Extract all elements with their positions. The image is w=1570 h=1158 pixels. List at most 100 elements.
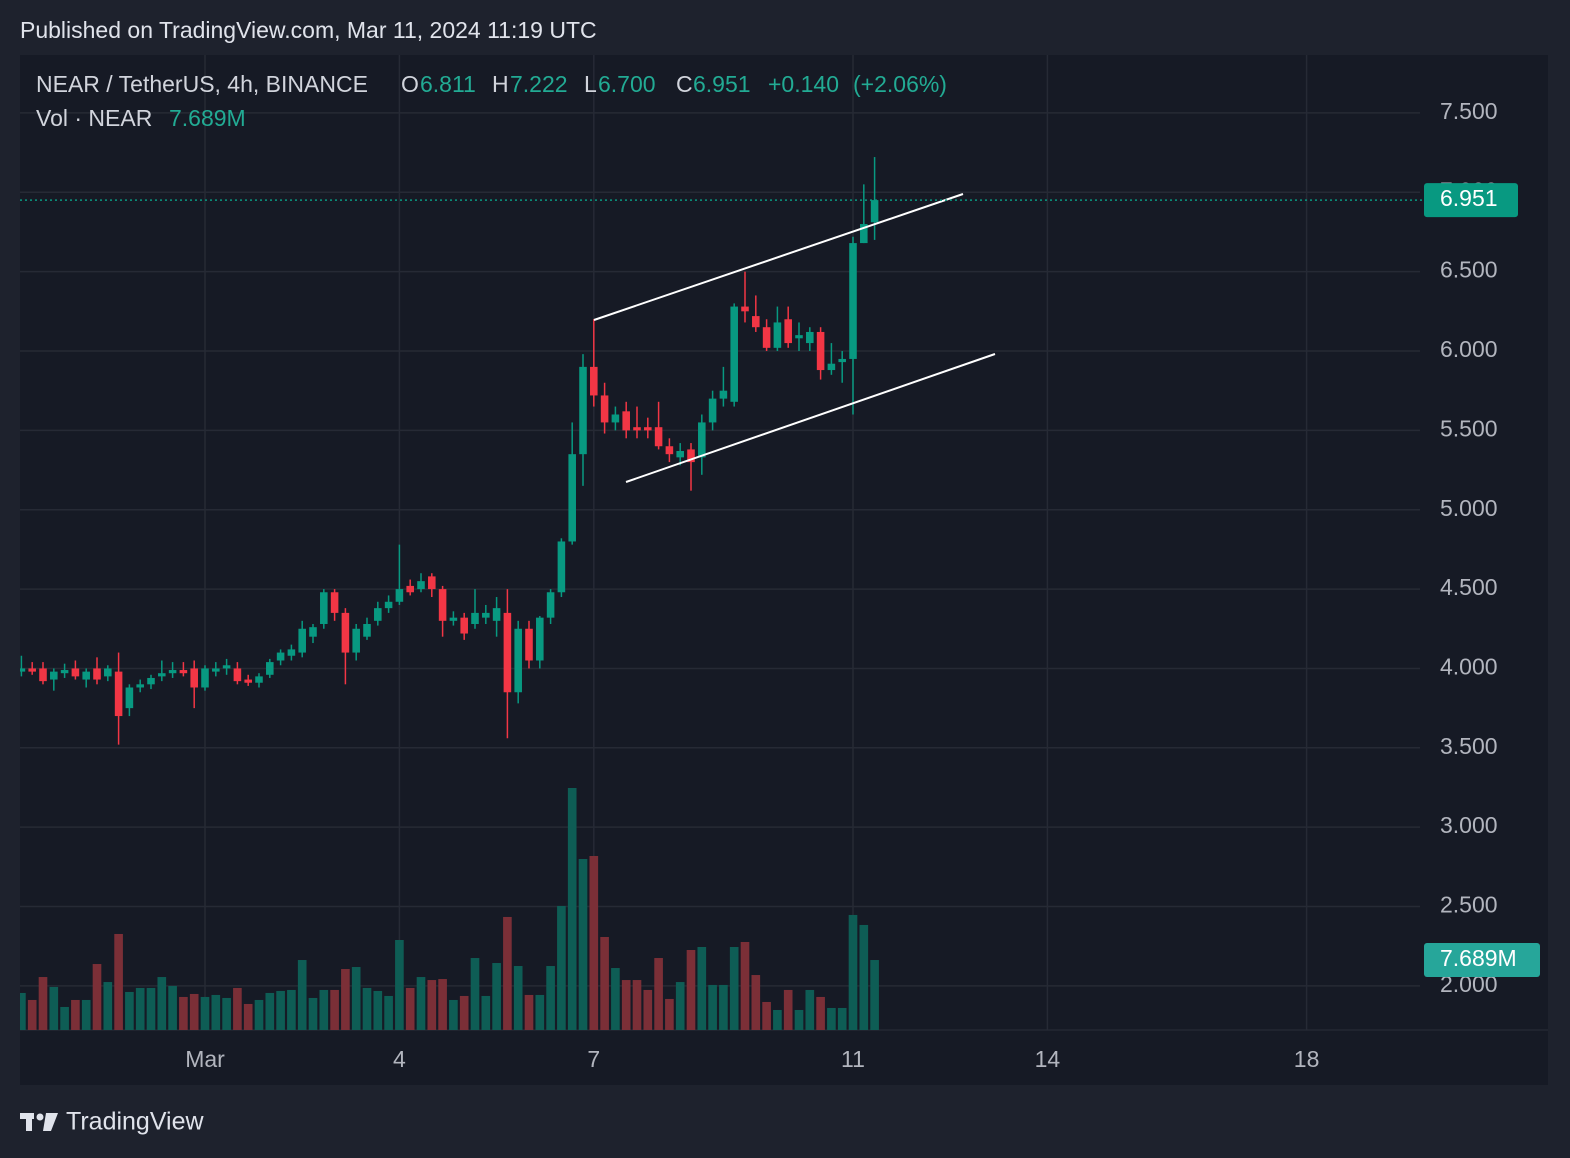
candle-body xyxy=(179,670,188,674)
channel-bottom-line xyxy=(625,353,996,483)
volume-bar xyxy=(827,1007,836,1030)
last-price-label: 6.951 xyxy=(1440,185,1498,211)
volume-bar xyxy=(373,990,383,1030)
candle-body xyxy=(341,612,350,653)
volume-bar xyxy=(114,933,123,1030)
x-tick-label: 11 xyxy=(841,1046,865,1072)
y-tick-label: 4.000 xyxy=(1440,654,1498,680)
candle-body xyxy=(39,668,47,682)
x-tick-label: 4 xyxy=(393,1046,406,1072)
volume-bar xyxy=(665,998,674,1030)
candle-body xyxy=(665,446,674,455)
volume-bar xyxy=(27,999,37,1030)
candle-body xyxy=(687,449,695,463)
volume-bar xyxy=(719,984,728,1030)
candle-body xyxy=(806,331,814,344)
candle-body xyxy=(352,628,360,653)
volume-bar xyxy=(589,855,599,1030)
candle-body xyxy=(503,612,512,693)
candle-body xyxy=(827,363,836,371)
candle-body xyxy=(795,335,803,339)
volume-bar xyxy=(535,994,545,1030)
candle-body xyxy=(417,581,425,590)
volume-bar xyxy=(319,989,329,1030)
candle-body xyxy=(104,668,112,677)
volume-bar xyxy=(600,936,609,1030)
candle-body xyxy=(406,585,414,593)
ohlc-value: 6.700 xyxy=(598,71,656,97)
volume-title: Vol · NEAR xyxy=(36,105,152,131)
candle-body xyxy=(428,576,436,590)
candle-body xyxy=(784,319,792,344)
candle-body xyxy=(20,668,26,672)
candle-body xyxy=(212,668,220,672)
volume-bar xyxy=(632,980,642,1030)
volume-bar xyxy=(675,982,685,1030)
candle-body xyxy=(244,679,252,683)
y-tick-label: 4.500 xyxy=(1440,574,1498,600)
volume-bar xyxy=(848,914,858,1030)
volume-bar xyxy=(71,999,80,1030)
last-volume-label: 7.689M xyxy=(1440,945,1517,971)
candle-body xyxy=(298,628,306,653)
volume-bar xyxy=(351,967,361,1030)
candle-body xyxy=(449,617,458,621)
volume-bar xyxy=(200,996,210,1030)
candle-body xyxy=(816,331,825,371)
candle-body xyxy=(600,395,609,423)
volume-bar xyxy=(837,1007,847,1030)
candle-body xyxy=(546,592,555,618)
volume-bar xyxy=(49,986,59,1030)
volume-bar xyxy=(157,977,167,1030)
volume-bar xyxy=(686,950,696,1030)
candle-body xyxy=(71,668,80,677)
volume-bar xyxy=(341,969,350,1030)
candle-body xyxy=(676,450,684,458)
candle-body xyxy=(50,671,58,680)
candle-body xyxy=(276,652,285,661)
candle-body xyxy=(482,612,490,618)
candle-body xyxy=(374,608,382,621)
volume-bar xyxy=(870,960,879,1030)
volume-bar xyxy=(621,980,631,1030)
change: +0.140 xyxy=(768,71,839,97)
candle-body xyxy=(287,649,296,656)
volume-bar xyxy=(254,999,264,1030)
x-tick-label: 18 xyxy=(1294,1046,1320,1072)
candle-body xyxy=(536,617,544,661)
candle-body xyxy=(158,673,166,677)
candle-body xyxy=(492,608,501,621)
volume-bar xyxy=(557,905,566,1030)
symbol-title: NEAR / TetherUS, 4h, BINANCE xyxy=(36,71,368,97)
candle-body xyxy=(514,628,522,693)
volume-bar xyxy=(643,989,653,1030)
candle-body xyxy=(309,627,317,637)
volume-bar xyxy=(416,977,426,1030)
brand-logo xyxy=(20,1113,58,1131)
volume-bar xyxy=(470,958,480,1030)
candle-body xyxy=(266,662,274,675)
candle-body xyxy=(644,427,652,431)
y-tick-label: 3.000 xyxy=(1440,812,1498,838)
volume-bar xyxy=(405,987,415,1030)
candle-body xyxy=(730,306,738,402)
volume-bar xyxy=(168,985,177,1030)
candle-body xyxy=(460,617,468,634)
candle-body xyxy=(622,411,630,431)
candle-body xyxy=(752,316,760,328)
candle-body xyxy=(633,427,641,431)
candle-body xyxy=(860,224,868,244)
volume-bar xyxy=(449,999,458,1030)
volume-bar xyxy=(794,1009,804,1030)
volume-bar xyxy=(492,963,501,1030)
x-tick-label: 7 xyxy=(587,1046,600,1072)
candle-body xyxy=(838,358,846,363)
volume-bar xyxy=(179,996,188,1030)
y-tick-label: 2.500 xyxy=(1440,892,1498,918)
y-tick-label: 6.500 xyxy=(1440,257,1498,283)
candle-body xyxy=(147,677,155,685)
candle-body xyxy=(330,592,339,613)
candle-body xyxy=(201,668,209,688)
candle-body xyxy=(773,322,782,348)
